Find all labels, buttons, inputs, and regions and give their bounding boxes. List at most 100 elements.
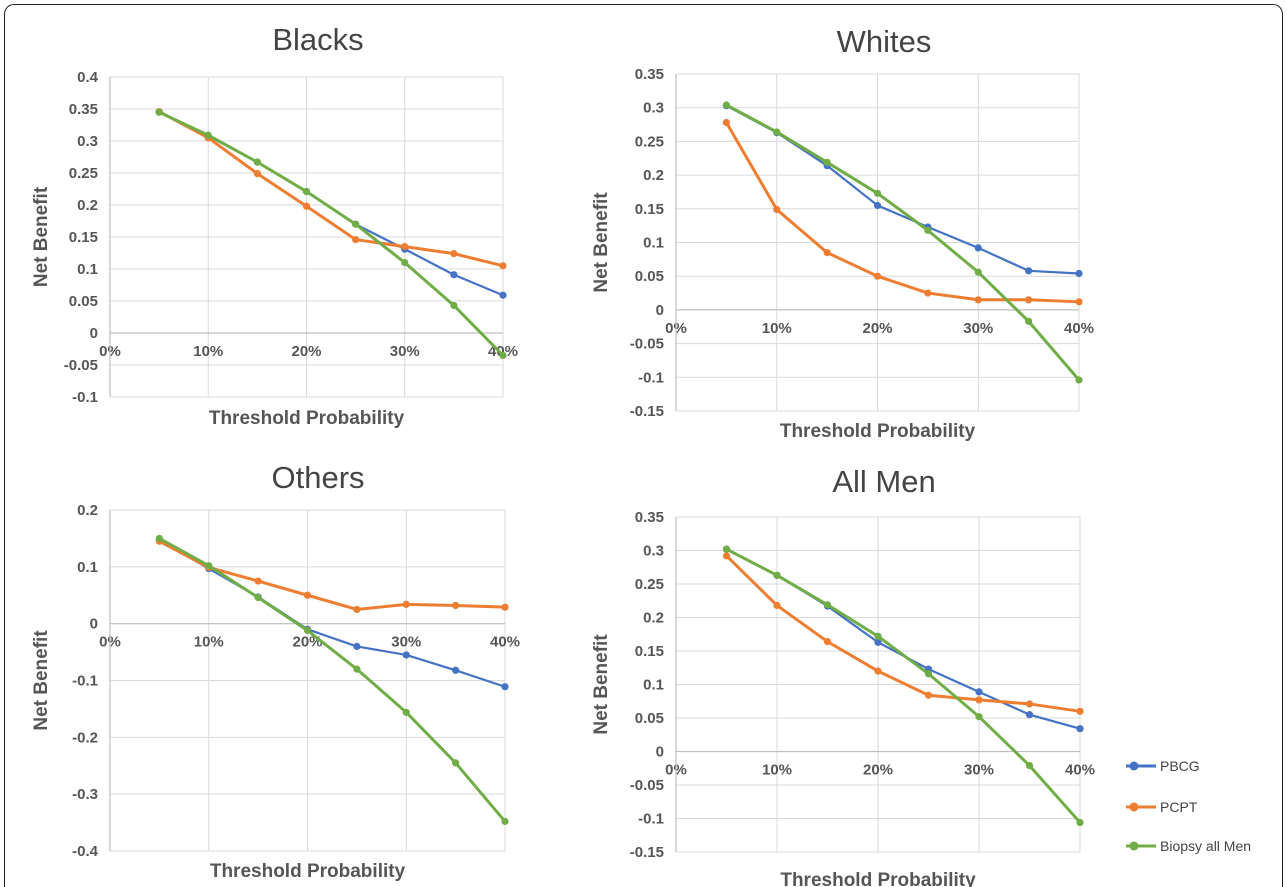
- data-point-pcpt: [873, 272, 882, 280]
- data-point-pcpt: [722, 118, 730, 127]
- y-tick-label: 0.3: [77, 133, 98, 150]
- y-tick-label: -0.05: [64, 357, 98, 374]
- y-tick-label: -0.1: [72, 389, 98, 406]
- data-point-pbcg: [353, 642, 361, 651]
- y-tick-label: 0.2: [77, 197, 98, 214]
- y-tick-label: 0.4: [77, 69, 99, 86]
- data-point-biopsy-all-men: [499, 351, 507, 359]
- y-tick-label: 0.05: [69, 293, 98, 310]
- y-tick-label: 0: [656, 302, 664, 319]
- data-point-biopsy-all-men: [253, 158, 261, 166]
- y-tick-label: -0.4: [72, 843, 99, 860]
- data-point-biopsy-all-men: [722, 545, 731, 553]
- y-tick-label: 0.05: [635, 710, 664, 727]
- data-point-pcpt: [924, 289, 932, 297]
- legend: PBCG PCPT Biopsy all Men: [1126, 758, 1251, 854]
- y-tick-label: -0.15: [630, 403, 664, 420]
- data-point-pcpt: [722, 552, 731, 560]
- y-tick-label: 0.1: [77, 559, 98, 576]
- y-tick-label: 0.2: [77, 502, 98, 519]
- y-tick-label: -0.1: [72, 673, 98, 690]
- x-tick-label: 40%: [1064, 320, 1094, 337]
- data-point-pbcg: [1025, 267, 1033, 275]
- chart-others: 0.20.10-0.1-0.2-0.3-0.40% 10% 20% 30% 40%Oth…: [31, 460, 520, 882]
- y-tick-label: -0.05: [630, 777, 664, 794]
- y-tick-label: 0.25: [635, 133, 664, 150]
- data-point-pcpt: [1076, 707, 1084, 715]
- data-point-biopsy-all-men: [823, 601, 832, 609]
- data-point-biopsy-all-men: [352, 220, 360, 228]
- data-point-biopsy-all-men: [1075, 376, 1083, 384]
- y-tick-label: 0.05: [635, 268, 664, 285]
- data-point-biopsy-all-men: [450, 301, 458, 310]
- data-point-biopsy-all-men: [722, 101, 730, 109]
- data-point-biopsy-all-men: [501, 817, 509, 826]
- data-point-pbcg: [452, 666, 460, 674]
- data-point-pbcg: [402, 651, 410, 659]
- data-point-biopsy-all-men: [353, 665, 361, 673]
- x-axis-label: Threshold Probability: [780, 421, 976, 442]
- y-tick-label: 0.1: [643, 677, 664, 694]
- data-point-biopsy-all-men: [205, 562, 213, 570]
- data-point-pcpt: [1075, 298, 1083, 306]
- x-tick-label: 20%: [862, 320, 892, 337]
- data-point-biopsy-all-men: [773, 571, 781, 579]
- data-point-pbcg: [499, 291, 507, 299]
- data-point-biopsy-all-men: [773, 128, 781, 136]
- data-point-pcpt: [499, 262, 507, 270]
- y-tick-label: -0.1: [638, 811, 664, 828]
- data-point-pcpt: [773, 601, 781, 610]
- y-tick-label: 0.2: [643, 610, 664, 627]
- legend-marker: [1129, 761, 1139, 771]
- data-point-biopsy-all-men: [823, 158, 831, 166]
- data-point-pcpt: [1025, 700, 1034, 708]
- data-point-pcpt: [501, 603, 509, 611]
- legend-label: PCPT: [1160, 799, 1198, 815]
- y-tick-label: 0.1: [643, 235, 664, 252]
- y-tick-label: 0.3: [643, 100, 664, 117]
- data-point-biopsy-all-men: [402, 708, 410, 716]
- y-tick-label: 0.25: [635, 576, 664, 593]
- y-tick-label: -0.1: [638, 369, 664, 386]
- data-point-pbcg: [975, 688, 983, 696]
- data-point-pcpt: [452, 601, 460, 610]
- data-point-pbcg: [450, 271, 458, 279]
- legend-label: PBCG: [1160, 758, 1200, 774]
- series-line-pcpt: [725, 554, 1081, 713]
- data-point-biopsy-all-men: [1025, 761, 1034, 770]
- y-axis-label: Net Benefit: [591, 634, 612, 735]
- y-axis-label: Net Benefit: [31, 630, 52, 731]
- figure-frame: [4, 4, 1283, 887]
- series-line-biopsy-all-men: [158, 110, 505, 357]
- data-point-pbcg: [1075, 269, 1083, 278]
- data-point-biopsy-all-men: [155, 534, 163, 543]
- data-point-biopsy-all-men: [303, 626, 312, 635]
- data-point-pcpt: [254, 577, 262, 585]
- legend-marker: [1129, 841, 1139, 851]
- data-point-pcpt: [401, 243, 409, 251]
- y-axis-label: Net Benefit: [31, 186, 52, 287]
- data-point-biopsy-all-men: [1025, 317, 1033, 325]
- data-point-pcpt: [450, 250, 458, 258]
- y-tick-label: 0.15: [635, 201, 664, 218]
- y-tick-label: 0: [90, 325, 98, 342]
- y-tick-label: 0.35: [635, 66, 664, 83]
- data-point-pcpt: [1025, 296, 1033, 304]
- chart-whites: 0.35 0.3 0.25 0.2 0.15 0.1 0.05 0 -0.05 -0.1 -0.15…: [591, 24, 1094, 442]
- data-point-biopsy-all-men: [874, 632, 882, 640]
- data-point-pcpt: [353, 605, 361, 614]
- y-tick-label: 0.35: [635, 509, 664, 526]
- y-tick-label: 0.2: [643, 167, 664, 184]
- data-point-pcpt: [352, 235, 360, 244]
- data-point-pcpt: [975, 696, 983, 704]
- data-point-pbcg: [874, 638, 882, 646]
- data-point-pcpt: [302, 202, 311, 210]
- x-tick-label: 10%: [762, 762, 792, 779]
- y-tick-label: 0.25: [69, 165, 98, 182]
- x-tick-label: 30%: [963, 320, 993, 337]
- series-line-biopsy-all-men: [725, 103, 1081, 381]
- x-tick-label: 10%: [193, 343, 223, 360]
- data-point-biopsy-all-men: [401, 259, 409, 267]
- series-line-pbcg: [158, 539, 506, 688]
